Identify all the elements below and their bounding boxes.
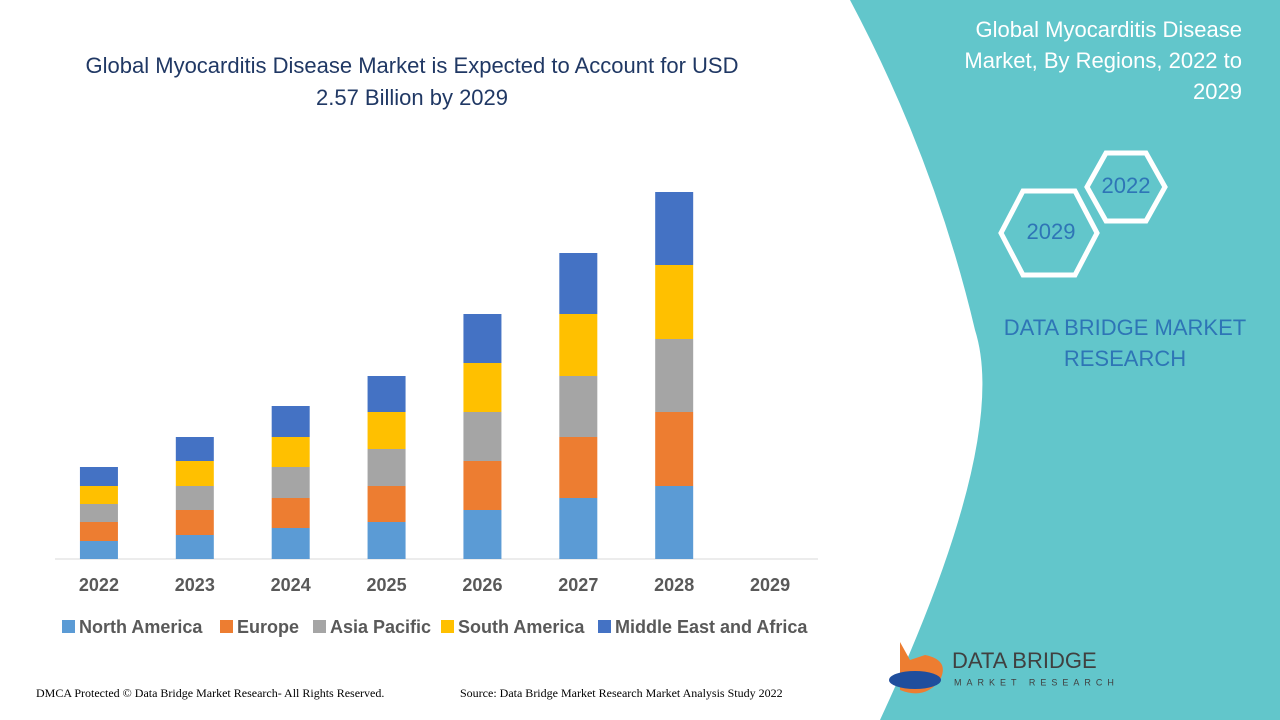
badge: 2022 — [1102, 173, 1151, 198]
logo-mark — [889, 671, 941, 689]
bar-segment — [175, 486, 214, 510]
x-tick-label: 2023 — [175, 575, 215, 595]
bar-segment — [463, 314, 502, 363]
legend-label: Middle East and Africa — [615, 617, 808, 637]
bar-segment — [559, 376, 598, 437]
bar-segment — [655, 192, 694, 265]
bar-segment — [559, 314, 598, 376]
side-panel — [850, 0, 1280, 720]
badge: 2029 — [1027, 219, 1076, 244]
legend-label: North America — [79, 617, 203, 637]
bar-segment — [463, 363, 502, 412]
bar-segment — [655, 412, 694, 486]
bar-segment — [367, 486, 406, 522]
legend-label: South America — [458, 617, 585, 637]
bar-segment — [655, 265, 694, 339]
legend-swatch — [62, 620, 75, 633]
bar-segment — [559, 253, 598, 314]
hexagon — [998, 188, 1100, 278]
panel-title: Global Myocarditis Disease Market, By Re… — [964, 17, 1242, 104]
chart-title: Global Myocarditis Disease Market is Exp… — [85, 53, 739, 110]
x-tick-label: 2022 — [79, 575, 119, 595]
bar-segment — [271, 406, 310, 437]
bar-segment — [559, 498, 598, 559]
legend-swatch — [598, 620, 611, 633]
bar-segment — [79, 467, 118, 486]
bar-segment — [271, 467, 310, 498]
bar-segment — [79, 504, 118, 522]
legend-label: Europe — [237, 617, 299, 637]
bar-segment — [79, 522, 118, 541]
bar-segment — [367, 412, 406, 449]
legend-swatch — [313, 620, 326, 633]
brand: DATA BRIDGE MARKET RESEARCH — [1003, 315, 1247, 371]
bar-segment — [271, 528, 310, 559]
bar-segment — [463, 510, 502, 559]
logo-tagline: MARKET RESEARCH — [954, 677, 1119, 687]
bar-segment — [559, 437, 598, 498]
bar-segment — [367, 449, 406, 486]
logo-name: DATA BRIDGE — [952, 648, 1097, 673]
bar-segment — [271, 498, 310, 528]
x-tick-label: 2028 — [654, 575, 694, 595]
bar-segment — [463, 412, 502, 461]
bar-segment — [175, 461, 214, 486]
bar-segment — [175, 535, 214, 559]
bar-segment — [367, 522, 406, 559]
copyright: DMCA Protected © Data Bridge Market Rese… — [36, 686, 385, 700]
x-tick-label: 2025 — [367, 575, 407, 595]
x-tick-label: 2026 — [462, 575, 502, 595]
bar-segment — [79, 541, 118, 559]
bar-segment — [463, 461, 502, 510]
bar-segment — [655, 486, 694, 559]
bar-segment — [655, 339, 694, 412]
x-tick-label: 2024 — [271, 575, 311, 595]
x-tick-label: 2027 — [558, 575, 598, 595]
legend-label: Asia Pacific — [330, 617, 431, 637]
bar-segment — [79, 486, 118, 504]
bar-segment — [175, 437, 214, 461]
bar-segment — [367, 376, 406, 412]
legend-swatch — [220, 620, 233, 633]
source: Source: Data Bridge Market Research Mark… — [460, 686, 783, 700]
bar-segment — [175, 510, 214, 535]
bar-segment — [271, 437, 310, 467]
legend-swatch — [441, 620, 454, 633]
x-tick-label: 2029 — [750, 575, 790, 595]
hexagon — [1084, 150, 1168, 224]
